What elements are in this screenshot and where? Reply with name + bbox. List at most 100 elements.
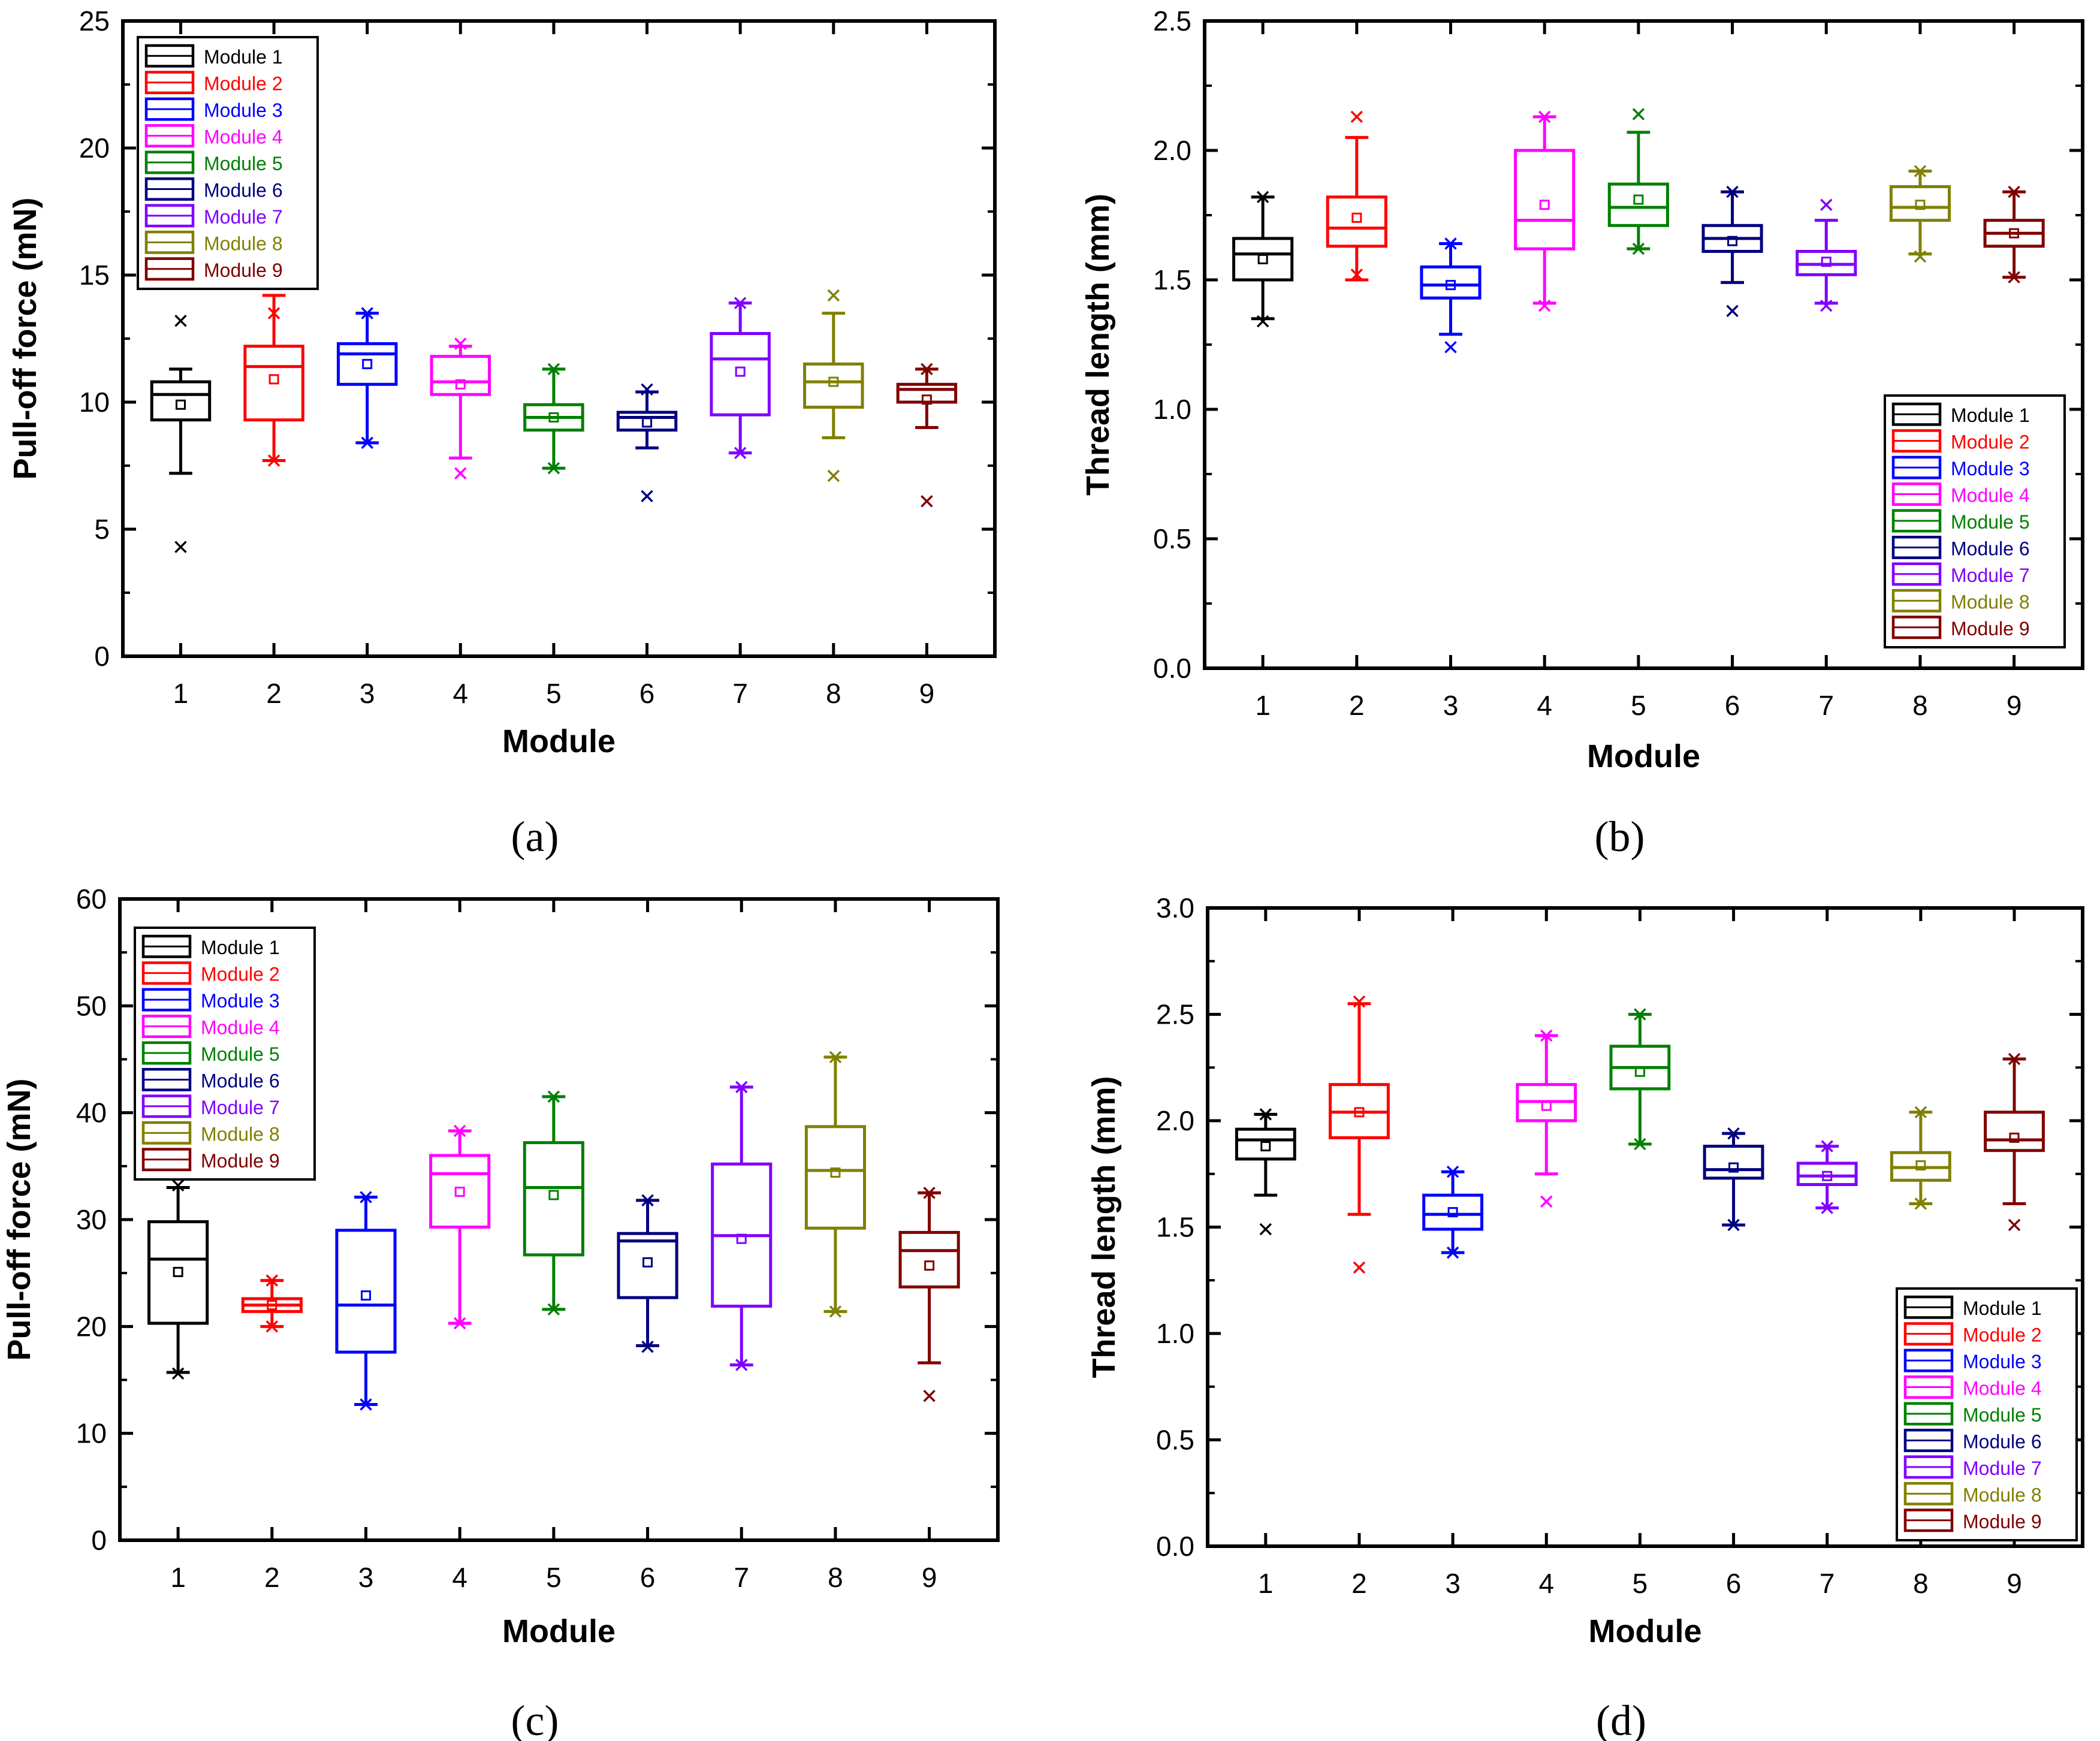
- min-marker: [641, 1340, 654, 1353]
- iqr-box: [1422, 1193, 1484, 1231]
- min-marker: [547, 462, 560, 475]
- max-marker: [921, 363, 933, 376]
- box-module-7: [711, 1081, 773, 1371]
- max-marker: [453, 1124, 466, 1137]
- box-module-5: [523, 363, 584, 475]
- iqr-box: [1703, 1145, 1764, 1180]
- legend-label: Module 4: [1963, 1378, 2042, 1399]
- max-marker: [1446, 1165, 1459, 1178]
- mean-marker: [267, 1300, 277, 1311]
- box-module-9: [1984, 1052, 2045, 1232]
- box-module-1: [1235, 1108, 1296, 1236]
- max-marker: [734, 297, 747, 309]
- max-marker: [1726, 185, 1739, 198]
- mean-marker: [1541, 1100, 1552, 1111]
- min-marker: [361, 436, 373, 449]
- box-module-6: [617, 1194, 678, 1353]
- x-tick-label: 2: [266, 678, 282, 709]
- max-marker: [361, 307, 373, 319]
- min-marker: [453, 1317, 466, 1330]
- x-tick-label: 2: [1349, 690, 1365, 721]
- mean-marker: [1915, 1160, 1926, 1171]
- mean-marker: [736, 1233, 747, 1244]
- y-tick-label: 1.5: [1156, 1212, 1194, 1243]
- box-module-5: [1609, 1008, 1671, 1151]
- mean-marker: [828, 376, 839, 387]
- x-tick-label: 4: [453, 678, 469, 709]
- min-marker: [1820, 299, 1833, 312]
- min-marker: [2008, 271, 2020, 283]
- legend-label: Module 6: [201, 1070, 280, 1091]
- legend-label: Module 7: [1963, 1458, 2042, 1479]
- min-marker: [265, 1320, 279, 1333]
- panel-label: (b): [1595, 813, 1645, 861]
- x-axis-title: Module: [1589, 1613, 1702, 1649]
- max-marker: [1914, 165, 1927, 177]
- max-marker: [2008, 185, 2020, 198]
- x-tick-label: 4: [452, 1562, 467, 1593]
- legend-label: Module 9: [1963, 1511, 2042, 1532]
- chart-panel-3: 0 10 20 30 40 50 60 1 2 3 4 5 6 7 8 9 Module Pull-off for…: [1, 883, 1000, 1649]
- box-module-3: [1422, 1165, 1484, 1259]
- mean-marker: [924, 1260, 935, 1271]
- mean-marker: [548, 412, 559, 423]
- max-marker: [641, 383, 653, 396]
- x-tick-label: 1: [1258, 1568, 1274, 1599]
- legend-label: Module 3: [1951, 458, 2030, 479]
- x-tick-label: 3: [1443, 690, 1459, 721]
- min-marker: [1538, 299, 1551, 312]
- x-tick-label: 8: [1913, 1568, 1929, 1599]
- min-marker: [921, 495, 933, 508]
- panel-label: (a): [511, 813, 559, 861]
- min-marker: [1444, 341, 1457, 354]
- mean-marker: [2009, 1132, 2020, 1143]
- box-module-1: [1232, 191, 1294, 328]
- y-tick-label: 0.5: [1153, 523, 1191, 554]
- x-tick-label: 7: [1820, 1568, 1835, 1599]
- max-marker: [827, 289, 840, 302]
- max-marker: [1820, 198, 1833, 211]
- mean-marker: [1257, 254, 1268, 264]
- x-tick-label: 1: [173, 678, 189, 709]
- x-tick-label: 3: [358, 1562, 374, 1593]
- mean-marker: [361, 1290, 372, 1301]
- y-tick-label: 10: [79, 387, 110, 418]
- mean-marker: [1447, 1207, 1458, 1218]
- y-tick-label: 1.0: [1153, 394, 1191, 425]
- box-module-9: [1983, 185, 2045, 283]
- legend-label: Module 1: [201, 937, 280, 958]
- legend-label: Module 1: [1963, 1298, 2042, 1319]
- min-marker: [734, 446, 747, 460]
- mean-marker: [830, 1167, 841, 1178]
- x-tick-label: 9: [922, 1562, 937, 1593]
- max-marker: [547, 1090, 560, 1103]
- x-tick-label: 6: [1725, 690, 1740, 721]
- max-marker: [1259, 1108, 1272, 1121]
- box-module-7: [710, 297, 771, 460]
- min-marker: [1914, 250, 1927, 263]
- legend-label: Module 6: [1963, 1431, 2042, 1452]
- legend-label: Module 3: [1963, 1351, 2042, 1372]
- x-tick-label: 8: [1912, 690, 1928, 721]
- max-marker: [171, 1179, 185, 1192]
- legend-label: Module 5: [1963, 1404, 2042, 1426]
- x-tick-label: 5: [546, 1562, 562, 1593]
- box-module-2: [243, 294, 304, 467]
- min-marker: [1727, 1218, 1740, 1232]
- min-marker: [360, 1398, 372, 1411]
- min-marker: [267, 454, 280, 467]
- x-tick-label: 8: [826, 678, 841, 709]
- max-marker: [2008, 1052, 2021, 1066]
- box-module-5: [523, 1090, 584, 1316]
- y-axis-title: Pull-off force (mN): [1, 1079, 37, 1361]
- min-marker: [171, 1367, 185, 1380]
- legend-label: Module 7: [204, 206, 283, 228]
- min-marker: [735, 1359, 748, 1371]
- legend-label: Module 7: [1951, 565, 2030, 586]
- mean-marker: [1260, 1141, 1271, 1152]
- box-module-6: [1703, 1127, 1764, 1232]
- y-tick-label: 20: [76, 1311, 107, 1342]
- max-marker: [1727, 1127, 1740, 1140]
- iqr-box: [616, 411, 678, 432]
- mean-marker: [642, 1257, 653, 1268]
